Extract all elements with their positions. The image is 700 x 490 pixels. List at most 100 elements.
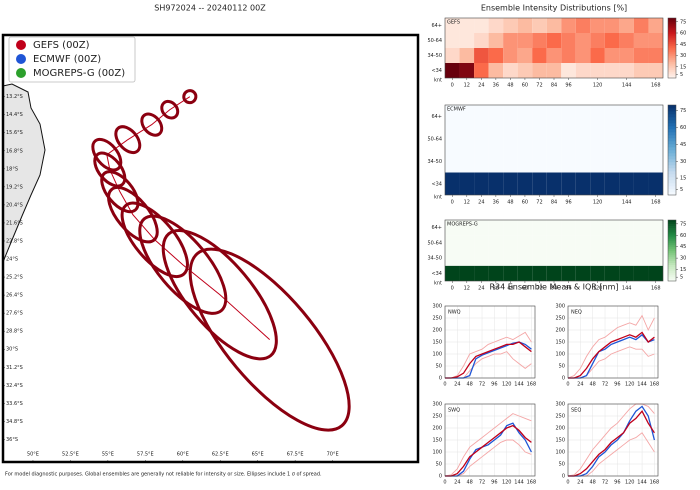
heat-cell [648, 220, 663, 236]
colorbar-step [668, 276, 676, 280]
footer-note: For model diagnostic purposes. Global en… [5, 472, 322, 478]
heat-cell [619, 63, 634, 78]
colorbar-step [668, 252, 676, 255]
colorbar-step [668, 58, 676, 61]
heat-cell [459, 63, 475, 78]
heat-cell [445, 220, 460, 236]
heat-cell [474, 105, 489, 128]
x-tick-label: 24 [454, 480, 460, 486]
heat-cell [459, 235, 475, 251]
lat-label: 25.2°S [6, 275, 23, 281]
colorbar-step [668, 135, 676, 139]
y-tick-label: 50 [436, 364, 442, 370]
colorbar-step [668, 52, 676, 55]
x-tick-label: 48 [507, 286, 513, 292]
heat-cell [648, 63, 663, 78]
x-tick-label: 48 [466, 480, 472, 486]
heat-cell [546, 127, 562, 150]
heat-cell [488, 172, 504, 195]
colorbar-step [668, 168, 676, 172]
heat-cell [459, 250, 475, 266]
heat-cell [619, 33, 634, 48]
colorbar-step [668, 40, 676, 43]
colorbar-step [668, 228, 676, 231]
heat-cell [488, 105, 504, 128]
colorbar-step [668, 36, 676, 39]
x-tick-label: 60 [522, 83, 528, 89]
panel-frame [444, 403, 536, 477]
x-tick-label: 0 [443, 382, 446, 388]
heat-cell [633, 63, 649, 78]
heat-cell [503, 172, 518, 195]
lon-label: 70°E [327, 452, 339, 458]
y-tick-label: 250 [432, 414, 442, 420]
heat-cell [590, 150, 605, 173]
x-tick-label: 120 [593, 83, 603, 89]
colorbar-step [668, 262, 676, 266]
spread-ellipse [140, 112, 164, 137]
y-tick-label: 100 [555, 450, 565, 456]
row-label: 64+ [431, 114, 442, 120]
colorbar-step [668, 138, 676, 142]
x-tick-label: 168 [527, 382, 537, 388]
heat-cell [561, 250, 576, 266]
x-tick-label: 36 [493, 286, 499, 292]
colorbar-label: 75 [680, 221, 686, 227]
colorbar-step [668, 70, 676, 73]
colorbar-label: 5 [680, 72, 683, 78]
lat-label: 32.4°S [6, 383, 23, 389]
heat-cell [648, 265, 663, 281]
colorbar-step [668, 266, 676, 270]
heat-cell [445, 63, 460, 78]
colorbar-step [668, 62, 676, 65]
heat-cell [445, 150, 460, 173]
colorbar-label: 60 [680, 125, 686, 131]
heat-cell [459, 127, 475, 150]
heat-cell [532, 105, 547, 128]
heat-cell [459, 105, 475, 128]
colorbar-step [668, 141, 676, 145]
heat-cell [561, 220, 576, 236]
lat-label: 18°S [6, 166, 18, 172]
colorbar-step [668, 174, 676, 178]
x-tick-label: 48 [589, 382, 595, 388]
colorbar-step [668, 111, 676, 115]
x-tick-label: 72 [602, 480, 608, 486]
lat-label: 19.2°S [6, 184, 23, 190]
lat-label: 13.2°S [6, 94, 23, 100]
heat-cell [561, 265, 576, 281]
heat-cell [648, 33, 663, 48]
colorbar-step [668, 260, 676, 263]
x-tick-label: 96 [565, 200, 571, 206]
lat-label: 24°S [6, 257, 18, 263]
heat-cell [532, 48, 547, 63]
y-tick-label: 300 [555, 402, 565, 408]
heat-cell [648, 127, 663, 150]
heat-cell [459, 33, 475, 48]
colorbar-step [668, 242, 676, 245]
x-tick-label: 84 [551, 200, 557, 206]
heat-cell [575, 220, 591, 236]
colorbar-step [668, 156, 676, 160]
colorbar-step [668, 108, 676, 112]
colorbar-step [668, 18, 676, 21]
lat-label: 26.4°S [6, 293, 23, 299]
heat-cell [474, 265, 489, 281]
heat-cell [445, 235, 460, 251]
heat-cell [619, 172, 634, 195]
x-tick-label: 120 [593, 200, 603, 206]
x-tick-label: 168 [651, 200, 661, 206]
heat-cell [474, 127, 489, 150]
x-tick-label: 0 [566, 382, 569, 388]
heat-cell [546, 220, 562, 236]
row-label: 50-64 [427, 136, 442, 142]
x-tick-label: 84 [551, 83, 557, 89]
heat-cell [517, 127, 533, 150]
heat-cell [619, 105, 634, 128]
lon-label: 50°E [27, 452, 39, 458]
x-tick-label: 24 [577, 480, 583, 486]
heat-cell [575, 265, 591, 281]
x-tick-label: 96 [614, 382, 620, 388]
panel-label: SWQ [448, 408, 460, 414]
colorbar-label: 45 [680, 42, 686, 48]
